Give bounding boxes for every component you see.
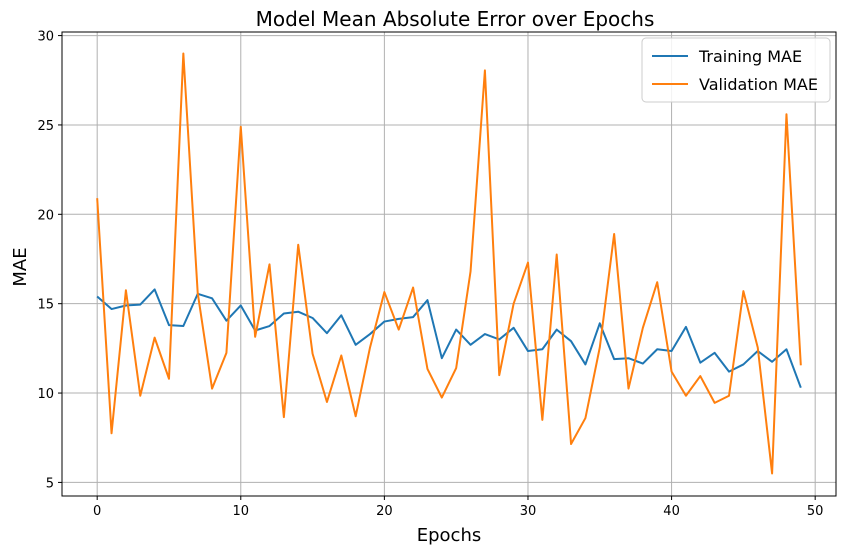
- y-tick-label: 5: [46, 476, 54, 491]
- series-line-training: [96, 288, 802, 389]
- y-tick-label: 25: [37, 119, 54, 134]
- gridlines: [62, 32, 836, 496]
- legend: Training MAE Validation MAE: [641, 37, 831, 103]
- series-lines: [96, 52, 802, 475]
- x-tick-label: 20: [376, 504, 393, 519]
- y-axis-ticks: 5 10 15 20 25 30: [37, 30, 62, 491]
- x-tick-label: 10: [233, 504, 250, 519]
- y-tick-label: 20: [37, 208, 54, 223]
- legend-label-validation: Validation MAE: [699, 75, 818, 94]
- y-tick-label: 10: [37, 387, 54, 402]
- legend-label-training: Training MAE: [698, 47, 802, 66]
- legend-box: [641, 37, 831, 103]
- y-tick-label: 15: [37, 298, 54, 313]
- chart-title: Model Mean Absolute Error over Epochs: [256, 7, 655, 31]
- x-axis-label: Epochs: [417, 525, 482, 546]
- y-axis-label: MAE: [10, 247, 31, 286]
- y-tick-label: 30: [37, 30, 54, 45]
- series-line-validation: [96, 52, 802, 475]
- plot-frame: [61, 31, 837, 497]
- x-tick-label: 30: [520, 504, 537, 519]
- x-tick-label: 40: [663, 504, 680, 519]
- x-tick-label: 0: [93, 504, 101, 519]
- x-tick-label: 50: [807, 504, 824, 519]
- x-axis-ticks: 0 10 20 30 40 50: [93, 496, 823, 519]
